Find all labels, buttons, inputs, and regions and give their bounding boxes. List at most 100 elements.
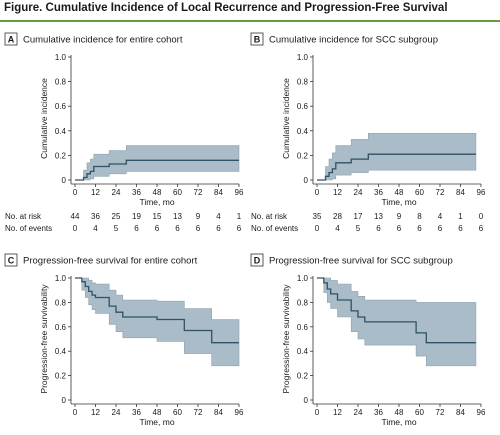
y-axis-title: Progression-free survivability <box>281 284 291 394</box>
panel-letter-box <box>250 32 264 46</box>
x-tick-label: 12 <box>333 408 342 417</box>
panel-letter: C <box>8 256 15 266</box>
x-tick-label: 24 <box>354 408 363 417</box>
x-tick-label: 72 <box>436 188 445 197</box>
risk-row-label: No. at risk <box>251 212 288 221</box>
y-tick-label: 0 <box>304 176 309 185</box>
x-tick-label: 0 <box>315 408 320 417</box>
x-tick-label: 24 <box>112 408 121 417</box>
x-tick-label: 24 <box>112 188 121 197</box>
series-line-0 <box>317 277 476 344</box>
y-tick-label: 1.0 <box>55 274 67 283</box>
x-tick-label: 0 <box>315 188 320 197</box>
panel-b: B Cumulative incidence for SCC subgroup00… <box>250 32 486 233</box>
x-tick-label: 96 <box>477 188 486 197</box>
y-tick-label: 0.8 <box>297 298 309 307</box>
at-risk-value: 28 <box>333 212 342 221</box>
x-tick-label: 36 <box>132 408 141 417</box>
y-tick-label: 0 <box>62 176 67 185</box>
x-tick-label: 12 <box>91 408 100 417</box>
x-tick-label: 12 <box>333 188 342 197</box>
at-risk-value: 8 <box>417 212 422 221</box>
panel-letter: A <box>8 35 15 45</box>
x-tick-label: 72 <box>436 408 445 417</box>
panel-letter: D <box>254 256 261 266</box>
x-tick-label: 96 <box>477 408 486 417</box>
series-line-0 <box>75 277 239 344</box>
events-value: 6 <box>479 224 484 233</box>
at-risk-value: 15 <box>153 212 162 221</box>
confidence-band <box>75 277 240 367</box>
panel-letter: B <box>254 35 261 45</box>
x-tick-label: 96 <box>235 408 244 417</box>
at-risk-value: 4 <box>438 212 443 221</box>
x-tick-label: 0 <box>73 408 78 417</box>
y-tick-label: 0.4 <box>55 127 67 136</box>
x-tick-label: 84 <box>214 188 223 197</box>
panel-a: A Cumulative incidence for entire cohort 0… <box>4 32 244 233</box>
at-risk-value: 9 <box>397 212 402 221</box>
events-value: 6 <box>417 224 422 233</box>
x-axis-title: Time, mo <box>381 197 416 207</box>
events-value: 6 <box>196 224 201 233</box>
panel-letter-box <box>250 253 264 267</box>
series-line-0 <box>317 153 476 181</box>
events-value: 6 <box>155 224 160 233</box>
y-tick-label: 0.2 <box>297 372 309 381</box>
y-tick-label: 0.8 <box>297 78 309 87</box>
y-tick-label: 0 <box>62 396 67 405</box>
y-tick-label: 0.6 <box>297 102 309 111</box>
x-axis-title: Time, mo <box>139 197 174 207</box>
y-tick-label: 0.4 <box>55 347 67 356</box>
x-tick-label: 72 <box>194 188 203 197</box>
events-row-label: No. of events <box>5 224 52 233</box>
at-risk-value: 19 <box>132 212 141 221</box>
confidence-band <box>317 133 477 181</box>
y-tick-label: 0.6 <box>297 323 309 332</box>
panel-letter-box <box>4 32 18 46</box>
panel-title: Progression-free survival for SCC subgro… <box>269 256 453 267</box>
x-tick-label: 36 <box>374 188 383 197</box>
at-risk-value: 13 <box>374 212 383 221</box>
x-tick-label: 0 <box>73 188 78 197</box>
y-tick-label: 1.0 <box>55 53 67 62</box>
y-tick-label: 0.6 <box>55 323 67 332</box>
at-risk-value: 44 <box>71 212 80 221</box>
at-risk-value: 1 <box>237 212 242 221</box>
events-row-label: No. of events <box>251 224 298 233</box>
events-value: 6 <box>134 224 139 233</box>
y-axis-title: Cumulative incidence <box>281 78 291 159</box>
y-tick-label: 1.0 <box>297 53 309 62</box>
x-tick-label: 60 <box>415 408 424 417</box>
x-tick-label: 72 <box>194 408 203 417</box>
x-tick-label: 48 <box>153 188 162 197</box>
at-risk-value: 1 <box>458 212 463 221</box>
events-value: 4 <box>93 224 98 233</box>
events-value: 5 <box>114 224 119 233</box>
y-tick-label: 0.2 <box>55 372 67 381</box>
title-rule <box>0 20 500 22</box>
events-value: 5 <box>356 224 361 233</box>
y-axis-title: Cumulative incidence <box>39 78 49 159</box>
y-tick-label: 0.6 <box>55 102 67 111</box>
events-value: 4 <box>335 224 340 233</box>
at-risk-value: 9 <box>196 212 201 221</box>
panel-title: Cumulative incidence for entire cohort <box>23 35 183 46</box>
panel-title: Cumulative incidence for SCC subgroup <box>269 35 438 46</box>
panel-title: Progression-free survival for entire coh… <box>23 256 198 267</box>
x-tick-label: 84 <box>456 188 465 197</box>
events-value: 6 <box>458 224 463 233</box>
y-tick-label: 0 <box>304 396 309 405</box>
x-axis-title: Time, mo <box>139 417 174 427</box>
y-tick-label: 0.8 <box>55 298 67 307</box>
x-tick-label: 60 <box>415 188 424 197</box>
x-tick-label: 84 <box>456 408 465 417</box>
y-tick-label: 0.2 <box>55 151 67 160</box>
x-tick-label: 48 <box>153 408 162 417</box>
x-tick-label: 96 <box>235 188 244 197</box>
figure-title: Figure. Cumulative Incidence of Local Re… <box>4 2 448 14</box>
x-tick-label: 60 <box>173 408 182 417</box>
events-value: 6 <box>376 224 381 233</box>
panel-d: D Progression-free survival for SCC subgr… <box>250 253 486 427</box>
